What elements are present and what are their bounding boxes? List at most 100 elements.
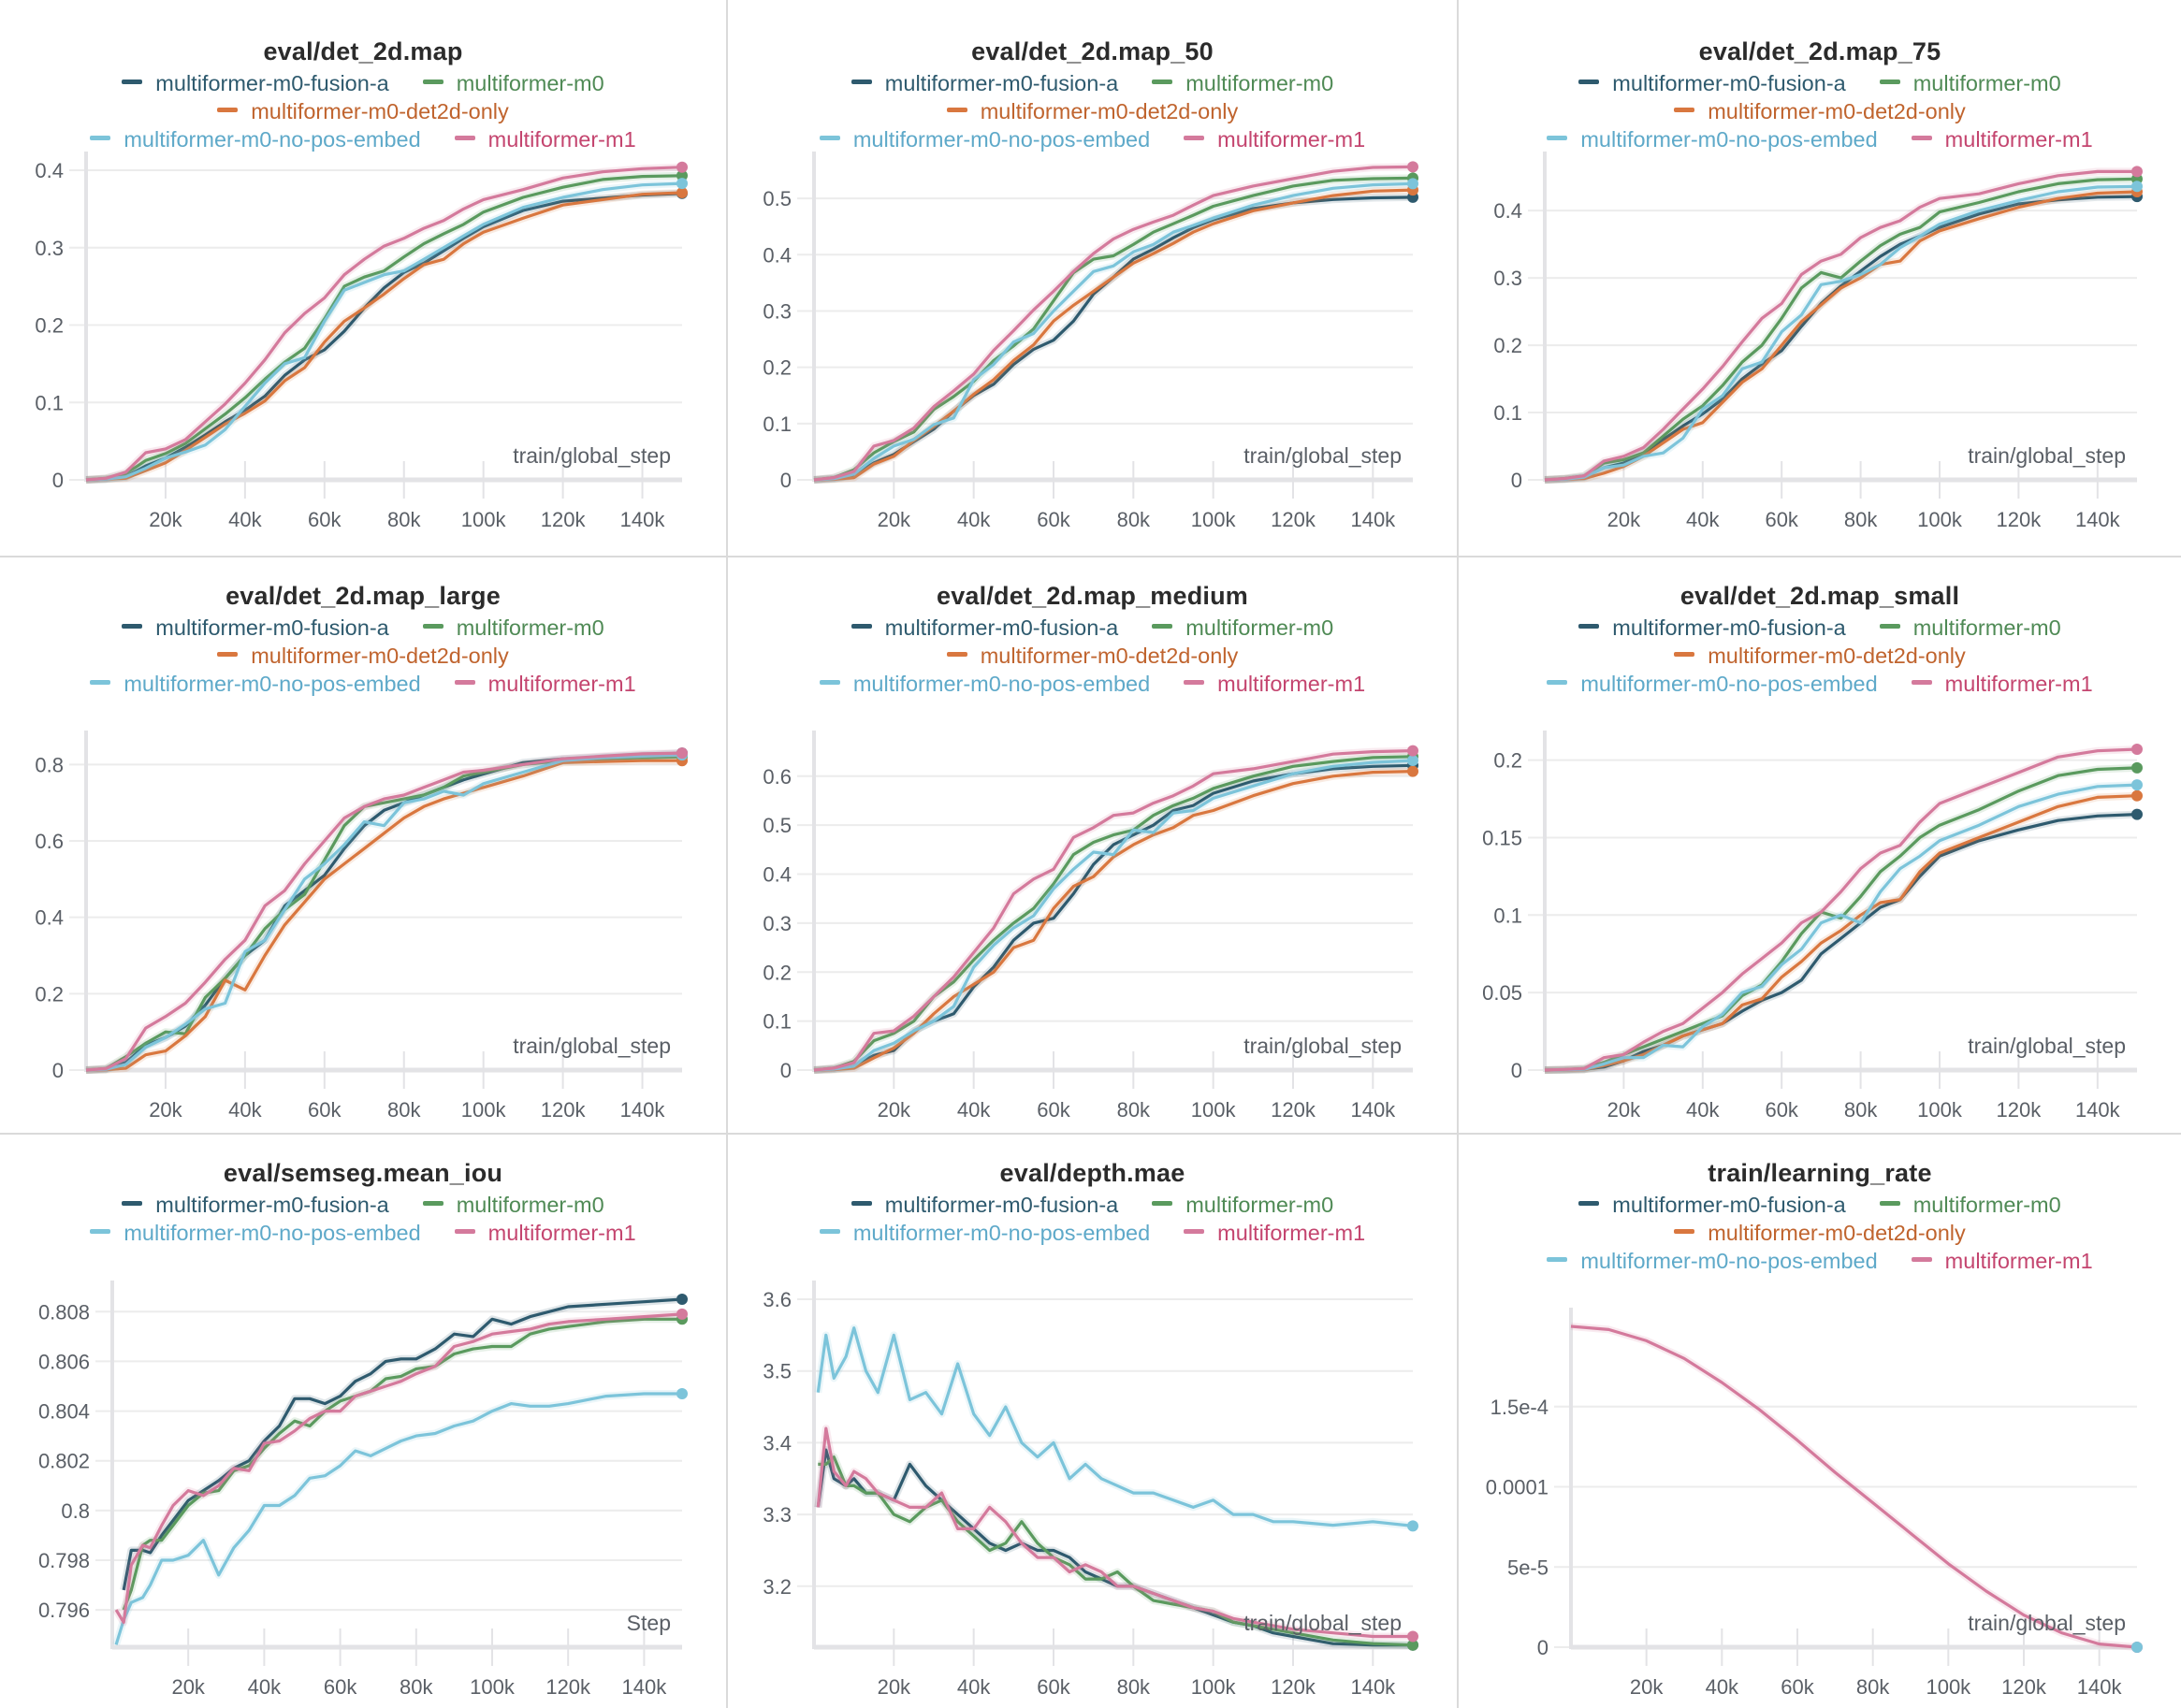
chart-panel[interactable]: eval/det_2d.map_50 multiformer-m0-fusion-…: [728, 0, 1457, 556]
legend-item[interactable]: multiformer-m1: [1184, 672, 1365, 697]
series-endpoint[interactable]: [676, 178, 688, 190]
legend-item[interactable]: multiformer-m0: [422, 71, 604, 96]
legend-item[interactable]: multiformer-m0-no-pos-embed: [819, 672, 1150, 697]
series-endpoint[interactable]: [2131, 789, 2143, 802]
legend-item[interactable]: multiformer-m0: [1879, 71, 2061, 96]
series-line-multiformer-m0-fusion-a[interactable]: [1544, 195, 2138, 482]
series-line-multiformer-m1[interactable]: [1544, 169, 2137, 482]
chart-panel[interactable]: eval/det_2d.map_small multiformer-m0-fusi…: [1459, 557, 2181, 1133]
series-line-multiformer-m0-det2d-only[interactable]: [813, 770, 1414, 1072]
series-line-multiformer-m0[interactable]: [122, 1317, 682, 1611]
series-endpoint[interactable]: [676, 747, 688, 760]
series-line-multiformer-m1[interactable]: [813, 165, 1414, 482]
legend-item[interactable]: multiformer-m1: [1184, 1221, 1365, 1246]
series-line-multiformer-m0[interactable]: [1544, 177, 2138, 482]
legend-item[interactable]: multiformer-m0: [1152, 71, 1333, 96]
series-line-multiformer-m1[interactable]: [816, 1426, 1413, 1639]
legend-item[interactable]: multiformer-m0-fusion-a: [122, 615, 389, 641]
legend-item[interactable]: multiformer-m0-fusion-a: [122, 71, 389, 96]
legend-item[interactable]: multiformer-m0: [422, 615, 604, 641]
chart-panel[interactable]: eval/det_2d.map multiformer-m0-fusion-a mu…: [0, 0, 726, 556]
series-endpoint[interactable]: [1407, 1630, 1418, 1643]
legend-item[interactable]: multiformer-m0-det2d-only: [217, 644, 509, 669]
series-endpoint[interactable]: [676, 1388, 688, 1399]
legend-item[interactable]: multiformer-m1: [454, 1221, 636, 1246]
series-endpoint[interactable]: [1407, 1639, 1418, 1651]
series-line-multiformer-m0-no-pos-embed[interactable]: [85, 181, 683, 482]
series-endpoint[interactable]: [676, 187, 688, 198]
chart-plot[interactable]: 0 0.2 0.4 0.6 0.8 20k 40k 60k 80k 100k 120k 140k tra…: [0, 557, 726, 1133]
series-endpoint[interactable]: [1407, 765, 1418, 777]
legend-item[interactable]: multiformer-m0-fusion-a: [851, 71, 1118, 96]
chart-plot[interactable]: 3.2 3.3 3.4 3.5 3.6 20k 40k 60k 80k 100k 120k 140k t…: [728, 1135, 1457, 1708]
legend-item[interactable]: multiformer-m0-fusion-a: [1578, 615, 1846, 641]
series-line-multiformer-m1[interactable]: [813, 749, 1414, 1072]
series-line-multiformer-m0-no-pos-embed[interactable]: [114, 1392, 682, 1645]
series-endpoint[interactable]: [1407, 178, 1418, 190]
legend-item[interactable]: multiformer-m0-det2d-only: [946, 644, 1238, 669]
series-line-multiformer-m0-no-pos-embed[interactable]: [813, 759, 1414, 1072]
legend-item[interactable]: multiformer-m0-fusion-a: [851, 1193, 1118, 1218]
legend-item[interactable]: multiformer-m0-fusion-a: [1578, 1193, 1846, 1218]
chart-plot[interactable]: 0 0.1 0.2 0.3 0.4 20k 40k 60k 80k 100k 120k 140k tra…: [1459, 0, 2181, 556]
legend-item[interactable]: multiformer-m1: [1184, 127, 1365, 152]
legend-item[interactable]: multiformer-m0-no-pos-embed: [819, 127, 1150, 152]
series-endpoint[interactable]: [2131, 1642, 2143, 1653]
series-line-multiformer-m1[interactable]: [114, 1312, 683, 1624]
series-line-multiformer-m0-no-pos-embed[interactable]: [1544, 184, 2138, 482]
chart-panel[interactable]: eval/det_2d.map_medium multiformer-m0-fus…: [728, 557, 1457, 1133]
series-line-multiformer-m0-det2d-only[interactable]: [85, 759, 682, 1072]
legend-item[interactable]: multiformer-m1: [454, 127, 636, 152]
chart-plot[interactable]: 0 0.1 0.2 0.3 0.4 0.5 0.6 20k 40k 60k 80k 100k 120k 1…: [728, 557, 1457, 1133]
legend-item[interactable]: multiformer-m0-det2d-only: [217, 99, 509, 124]
legend-item[interactable]: multiformer-m0: [422, 1193, 604, 1218]
chart-plot[interactable]: 0 5e-5 0.0001 1.5e-4 20k 40k 60k 80k 100k 120k 140…: [1459, 1135, 2181, 1708]
legend-item[interactable]: multiformer-m1: [1911, 127, 2093, 152]
series-endpoint[interactable]: [1407, 161, 1418, 173]
legend-item[interactable]: multiformer-m0-det2d-only: [946, 99, 1238, 124]
series-endpoint[interactable]: [676, 161, 688, 173]
chart-panel[interactable]: eval/det_2d.map_75 multiformer-m0-fusion-…: [1459, 0, 2181, 556]
legend-item[interactable]: multiformer-m0-no-pos-embed: [90, 672, 421, 697]
legend-item[interactable]: multiformer-m1: [454, 672, 636, 697]
series-line-multiformer-m0-det2d-only[interactable]: [813, 188, 1414, 482]
series-line-multiformer-m0-det2d-only[interactable]: [1544, 190, 2138, 482]
legend-item[interactable]: multiformer-m0-no-pos-embed: [90, 1221, 421, 1246]
series-endpoint[interactable]: [1407, 755, 1418, 766]
series-line-multiformer-m0-fusion-a[interactable]: [85, 192, 683, 482]
legend-item[interactable]: multiformer-m0-no-pos-embed: [90, 127, 421, 152]
series-line-multiformer-m0-det2d-only[interactable]: [1544, 794, 2138, 1072]
series-endpoint[interactable]: [2131, 808, 2143, 820]
legend-item[interactable]: multiformer-m0: [1879, 615, 2061, 641]
series-line-multiformer-m1[interactable]: [1570, 1324, 2138, 1649]
legend-item[interactable]: multiformer-m0-no-pos-embed: [1547, 1249, 1878, 1274]
series-line-multiformer-m1[interactable]: [85, 751, 683, 1072]
series-line-multiformer-m0-det2d-only[interactable]: [85, 191, 683, 482]
series-line-multiformer-m0-no-pos-embed[interactable]: [813, 181, 1414, 482]
series-endpoint[interactable]: [1407, 1520, 1418, 1532]
legend-item[interactable]: multiformer-m0: [1152, 615, 1333, 641]
series-line-multiformer-m0[interactable]: [813, 755, 1414, 1072]
legend-item[interactable]: multiformer-m0-fusion-a: [851, 615, 1118, 641]
series-line-multiformer-m0[interactable]: [85, 755, 683, 1072]
legend-item[interactable]: multiformer-m0-det2d-only: [1674, 644, 1966, 669]
legend-item[interactable]: multiformer-m0: [1879, 1193, 2061, 1218]
series-line-multiformer-m0-fusion-a[interactable]: [122, 1297, 683, 1591]
series-line-multiformer-m0-no-pos-embed[interactable]: [85, 753, 683, 1072]
chart-panel[interactable]: eval/det_2d.map_large multiformer-m0-fusi…: [0, 557, 726, 1133]
series-line-multiformer-m0[interactable]: [818, 1455, 1414, 1647]
legend-item[interactable]: multiformer-m0: [1152, 1193, 1333, 1218]
series-line-multiformer-m1[interactable]: [85, 166, 683, 482]
chart-plot[interactable]: 0 0.1 0.2 0.3 0.4 0.5 20k 40k 60k 80k 100k 120k 140k…: [728, 0, 1457, 556]
series-line-multiformer-m0-no-pos-embed[interactable]: [816, 1326, 1414, 1527]
chart-panel[interactable]: eval/depth.mae multiformer-m0-fusion-a mul…: [728, 1135, 1457, 1708]
series-line-multiformer-m0[interactable]: [85, 174, 683, 482]
series-endpoint[interactable]: [676, 1294, 688, 1305]
series-endpoint[interactable]: [2131, 181, 2143, 193]
chart-panel[interactable]: train/learning_rate multiformer-m0-fusion…: [1459, 1135, 2181, 1708]
legend-item[interactable]: multiformer-m0-no-pos-embed: [1547, 127, 1878, 152]
series-endpoint[interactable]: [2131, 779, 2143, 791]
legend-item[interactable]: multiformer-m0-det2d-only: [1674, 1221, 1966, 1246]
series-endpoint[interactable]: [2131, 761, 2143, 774]
series-endpoint[interactable]: [2131, 744, 2143, 755]
